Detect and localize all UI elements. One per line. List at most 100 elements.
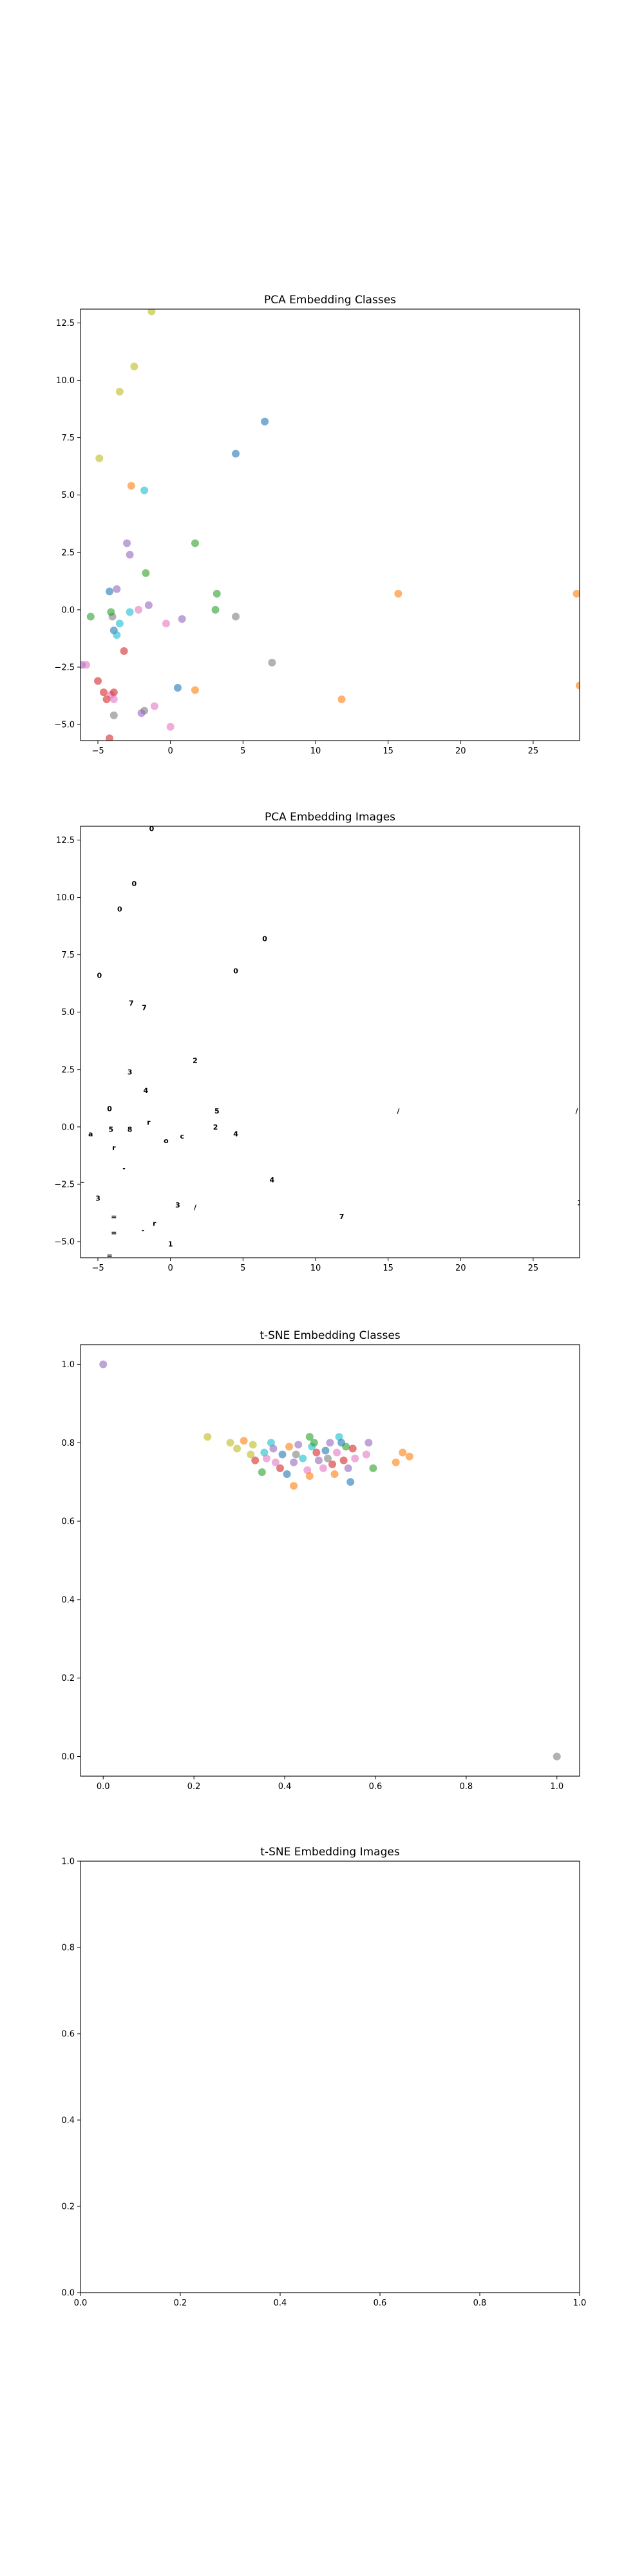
x-tick-label: 0.2: [187, 1782, 201, 1792]
scatter-point: [299, 1454, 307, 1463]
plot-area: [99, 1360, 561, 1761]
scatter-point: [107, 608, 115, 616]
scatter-point: [285, 1443, 294, 1451]
image-marker: 3: [128, 1068, 133, 1076]
scatter-point: [294, 1441, 303, 1449]
scatter-point: [115, 388, 124, 396]
axes-frame: [80, 1861, 580, 2293]
scatter-point: [109, 688, 118, 697]
x-tick-label: 25: [528, 746, 539, 756]
y-tick-label: 10.0: [56, 893, 75, 903]
y-tick-label: 5.0: [61, 491, 75, 500]
image-marker: =: [111, 1229, 117, 1237]
scatter-point: [233, 1444, 242, 1453]
x-tick-label: 0: [168, 1264, 173, 1273]
scatter-point: [232, 450, 240, 458]
scatter-point: [137, 709, 146, 717]
scatter-point: [319, 1464, 327, 1472]
y-tick-label: 0.0: [61, 605, 75, 615]
y-tick-label: −2.5: [54, 663, 75, 672]
x-tick-label: −5: [91, 1264, 104, 1273]
scatter-point: [240, 1437, 248, 1445]
image-marker: 8: [128, 1125, 133, 1133]
scatter-point: [113, 631, 121, 639]
scatter-point: [326, 1439, 334, 1447]
scatter-point: [106, 734, 114, 741]
scatter-point: [351, 1454, 359, 1463]
scatter-point: [102, 695, 111, 703]
scatter-point: [150, 702, 158, 710]
chart-tsne-classes: t-SNE Embedding Classes 0.0 0.2 0.4 0.6 0.8 1.…: [61, 1329, 580, 1792]
image-marker: 0: [132, 880, 137, 888]
image-marker: 3: [175, 1201, 180, 1209]
y-tick-label: 12.5: [56, 319, 75, 328]
scatter-point: [346, 1478, 355, 1486]
image-marker: /: [397, 1107, 400, 1115]
scatter-point: [305, 1433, 314, 1441]
axes-frame: [80, 826, 580, 1258]
x-tick-label: 10: [310, 1264, 321, 1273]
x-tick-label: 15: [383, 1264, 393, 1273]
scatter-point: [127, 482, 135, 490]
scatter-point: [109, 695, 118, 703]
image-marker: r: [153, 1220, 156, 1228]
scatter-point: [211, 605, 220, 614]
scatter-point: [276, 1464, 284, 1472]
y-tick-label: 1.0: [61, 1360, 75, 1370]
y-tick-label: 7.5: [61, 433, 75, 443]
image-marker: 7: [129, 999, 134, 1007]
scatter-point: [126, 551, 134, 559]
image-marker: 0: [97, 972, 102, 980]
x-tick-label: 5: [240, 1264, 245, 1273]
scatter-point: [115, 620, 124, 628]
scatter-point: [232, 612, 240, 621]
scatter-point: [140, 486, 149, 495]
scatter-point: [553, 1752, 561, 1761]
image-marker: 4: [144, 1086, 149, 1095]
image-marker: 1: [168, 1240, 173, 1249]
image-marker: c: [180, 1132, 184, 1141]
image-marker: 4: [270, 1176, 275, 1184]
y-tick-label: 0.8: [61, 1439, 75, 1448]
x-tick-label: 20: [455, 1264, 466, 1273]
image-marker: a: [88, 1130, 93, 1139]
y-tick-label: 2.5: [61, 548, 75, 558]
x-tick-label: 5: [240, 746, 245, 756]
scatter-point: [323, 1454, 332, 1463]
scatter-point: [126, 608, 134, 616]
y-tick-label: −5.0: [54, 721, 75, 730]
scatter-point: [213, 589, 221, 598]
scatter-point: [147, 309, 156, 316]
y-tick-label: 0.0: [61, 1122, 75, 1132]
y-tick-label: 0.6: [61, 2030, 75, 2040]
scatter-point: [86, 612, 95, 621]
scatter-point: [99, 1360, 108, 1368]
x-tick-label: −5: [91, 746, 104, 756]
y-tick-label: 0.0: [61, 1752, 75, 1762]
scatter-point: [290, 1482, 298, 1490]
y-tick-label: −2.5: [54, 1180, 75, 1189]
x-tick-label: 0.2: [174, 2298, 187, 2308]
scatter-point: [283, 1470, 291, 1478]
scatter-point: [312, 1448, 321, 1457]
chart-title: PCA Embedding Images: [265, 811, 395, 824]
scatter-point: [162, 620, 170, 628]
scatter-point: [348, 1444, 357, 1453]
scatter-point: [173, 684, 182, 692]
scatter-point: [106, 587, 114, 596]
scatter-point: [135, 605, 143, 614]
scatter-point: [330, 1470, 339, 1478]
scatter-point: [303, 1466, 312, 1474]
y-tick-label: 5.0: [61, 1008, 75, 1018]
scatter-point: [260, 1448, 269, 1457]
scatter-point: [191, 539, 199, 547]
scatter-point: [328, 1460, 337, 1468]
axes-frame: [80, 308, 580, 741]
axes-frame: [80, 1344, 580, 1777]
x-tick-label: 1.0: [573, 2298, 587, 2308]
x-tick-label: 15: [383, 746, 393, 756]
scatter-point: [258, 1468, 266, 1476]
